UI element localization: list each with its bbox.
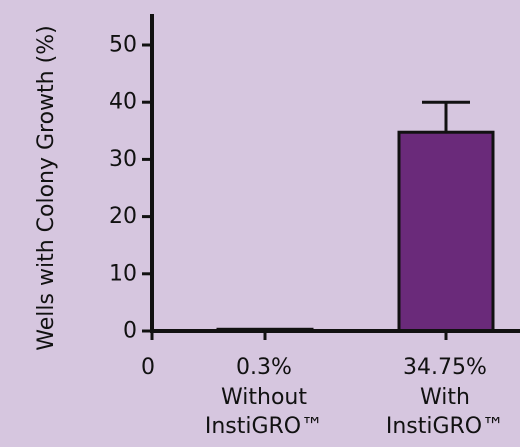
y-tick-label-20: 20	[109, 204, 137, 229]
error-bars-layer	[422, 100, 470, 133]
axes-layer	[150, 14, 520, 340]
y-tick-label-0: 0	[123, 319, 137, 344]
x-origin-label: 0	[141, 355, 155, 380]
y-tick-label-50: 50	[109, 33, 137, 58]
bars-layer	[216, 130, 495, 333]
y-tick-label-30: 30	[109, 147, 137, 172]
bar-2	[397, 130, 495, 333]
category-1-label-line-3: InstiGRO™	[205, 414, 323, 439]
category-1-label-line-1: 0.3%	[236, 355, 292, 380]
category-2-label-line-3: InstiGRO™	[386, 414, 504, 439]
category-2-label-line-2: With	[420, 385, 470, 410]
y-axis-title: Wells with Colony Growth (%)	[34, 25, 59, 350]
x-labels-layer: 0 0.3% Without InstiGRO™ 34.75% With InstiGRO™	[141, 355, 504, 439]
y-axis-title-group: Wells with Colony Growth (%)	[34, 25, 59, 350]
category-1-label-line-2: Without	[221, 385, 307, 410]
y-ticks-layer: 0 10 20 30 40 50	[109, 33, 152, 344]
y-tick-label-10: 10	[109, 261, 137, 286]
y-tick-label-40: 40	[109, 90, 137, 115]
category-2-label-line-1: 34.75%	[403, 355, 487, 380]
